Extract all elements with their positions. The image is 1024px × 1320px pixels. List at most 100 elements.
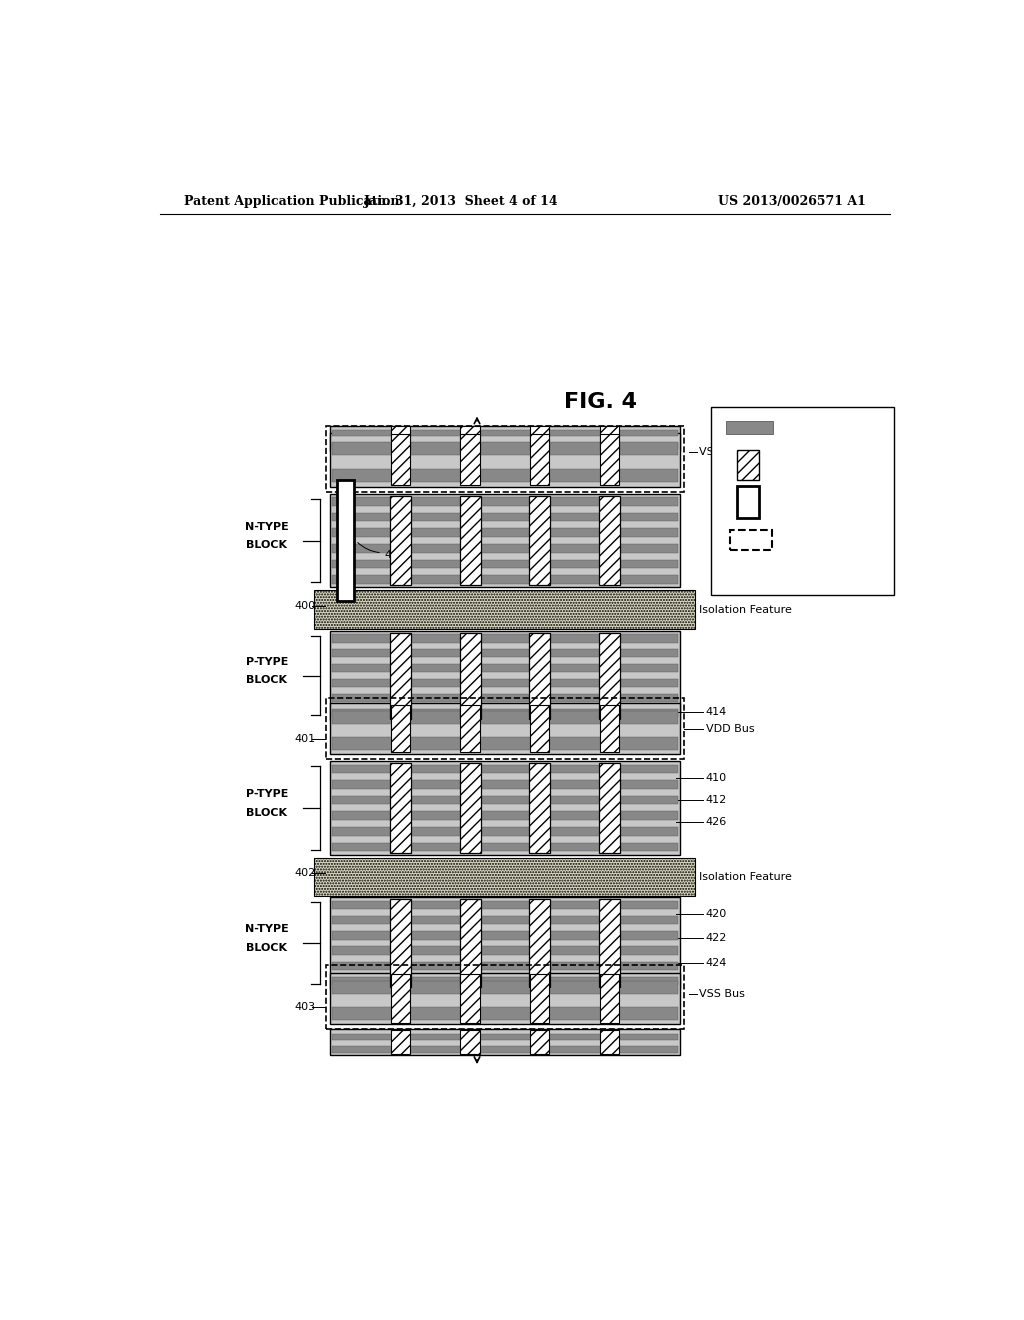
Bar [390, 763, 411, 853]
Bar [332, 1007, 678, 1020]
Bar [332, 946, 678, 954]
Bar [600, 1030, 620, 1055]
Bar [332, 430, 678, 436]
Bar [332, 737, 678, 750]
Bar [332, 544, 678, 553]
Bar [529, 763, 550, 853]
Text: LEGEND: LEGEND [774, 570, 830, 583]
Bar [461, 974, 479, 1023]
Text: 422: 422 [706, 933, 727, 944]
Text: Patent Application Publication: Patent Application Publication [183, 194, 399, 207]
Bar [530, 974, 550, 1023]
Bar [331, 1030, 680, 1055]
Text: 401: 401 [295, 734, 315, 743]
Bar [332, 842, 678, 851]
Text: US 2013/0026571 A1: US 2013/0026571 A1 [718, 194, 866, 207]
Bar [327, 965, 684, 1030]
Text: FIG. 4: FIG. 4 [563, 392, 637, 412]
Bar [712, 408, 894, 595]
Bar [314, 858, 695, 896]
Bar [529, 632, 550, 718]
Text: BLOCK: BLOCK [247, 540, 288, 550]
Bar [332, 780, 678, 789]
Bar [332, 635, 678, 643]
Bar [332, 469, 678, 482]
Bar [599, 899, 621, 987]
Bar [390, 974, 410, 1023]
Bar [332, 1047, 678, 1052]
Bar [390, 632, 411, 718]
Bar [332, 560, 678, 568]
Text: BLOCK: BLOCK [247, 676, 288, 685]
Bar [461, 705, 479, 752]
Bar [600, 426, 620, 450]
Bar [726, 421, 773, 434]
Bar [460, 632, 480, 718]
Text: 420: 420 [706, 908, 727, 919]
Text: 426: 426 [706, 817, 727, 826]
Bar [332, 498, 678, 506]
Text: 402: 402 [295, 869, 316, 878]
Bar [332, 931, 678, 940]
Bar [530, 705, 550, 752]
Bar [600, 434, 620, 484]
Text: P-TYPE: P-TYPE [246, 789, 288, 799]
Bar [461, 426, 479, 450]
Bar [729, 529, 772, 550]
Bar [331, 704, 680, 754]
Bar [332, 796, 678, 804]
Text: 424: 424 [706, 958, 727, 968]
Text: FIN: FIN [790, 420, 809, 433]
Bar [600, 705, 620, 752]
Bar [460, 763, 480, 853]
Bar [390, 496, 411, 586]
Bar [460, 496, 480, 586]
Bar [332, 916, 678, 924]
Text: Jan. 31, 2013  Sheet 4 of 14: Jan. 31, 2013 Sheet 4 of 14 [364, 194, 559, 207]
Bar [332, 678, 678, 688]
Text: METAL 2: METAL 2 [790, 532, 842, 545]
Text: N-TYPE: N-TYPE [245, 521, 289, 532]
Text: METAL 1: METAL 1 [790, 495, 842, 508]
Bar [331, 426, 680, 451]
Bar [332, 442, 678, 455]
Bar [332, 900, 678, 909]
Bar [337, 479, 354, 602]
Text: P-TYPE: P-TYPE [246, 657, 288, 668]
Text: 412: 412 [706, 796, 727, 805]
Bar [332, 528, 678, 537]
Bar [599, 632, 621, 718]
Bar [332, 709, 678, 717]
Text: BLOCK: BLOCK [247, 942, 288, 953]
Bar [737, 450, 759, 479]
Text: N-TYPE: N-TYPE [245, 924, 289, 935]
Text: GATE: GATE [790, 457, 822, 470]
Bar [530, 434, 550, 484]
Bar [460, 899, 480, 987]
Bar [530, 1030, 550, 1055]
Bar [332, 711, 678, 725]
Bar [530, 426, 550, 450]
Bar [332, 694, 678, 702]
Bar [390, 426, 410, 450]
Bar [331, 762, 680, 854]
Bar [327, 426, 684, 492]
Bar [332, 1034, 678, 1040]
Bar [332, 981, 678, 994]
Bar [737, 486, 759, 519]
Bar [390, 434, 410, 484]
Bar [332, 664, 678, 672]
Text: 410: 410 [706, 774, 727, 783]
Bar [332, 826, 678, 836]
Bar [332, 812, 678, 820]
Text: 414: 414 [706, 708, 727, 717]
Bar [332, 576, 678, 583]
Text: BLOCK: BLOCK [247, 808, 288, 817]
Text: 400: 400 [295, 601, 315, 611]
Text: VSS Bus: VSS Bus [698, 989, 744, 999]
Bar [529, 899, 550, 987]
Bar [314, 590, 695, 630]
Bar [599, 763, 621, 853]
Bar [332, 962, 678, 970]
Text: Isolation Feature: Isolation Feature [698, 605, 792, 615]
